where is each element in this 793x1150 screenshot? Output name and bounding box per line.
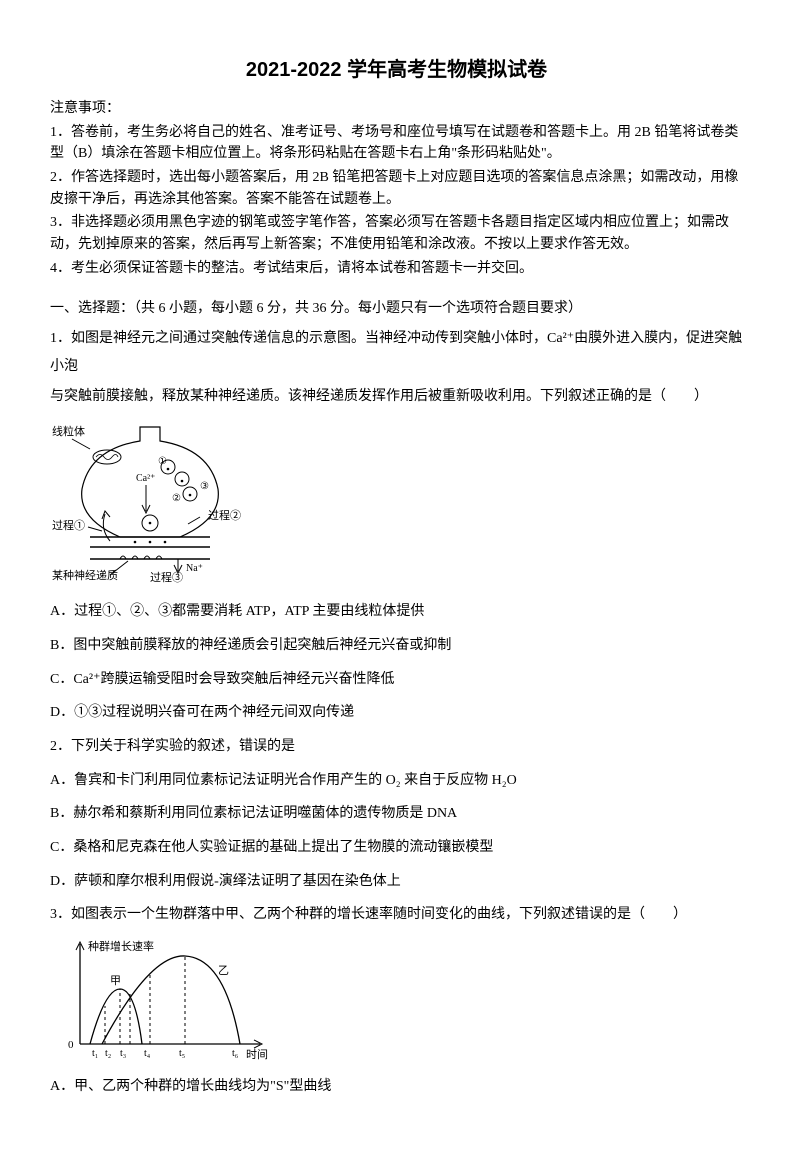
q1-opt-c: C．Ca²⁺跨膜运输受阻时会导致突触后神经元兴奋性降低 [50,669,743,691]
q2-stem: 2．下列关于科学实验的叙述，错误的是 [50,736,743,758]
q3-figure: 种群增长速率 时间 0 甲 乙 t₁ t₂ t₃ t₄ t₅ t₆ [50,934,743,1064]
fig3-yi: 乙 [218,964,229,977]
q3-stem: 3．如图表示一个生物群落中甲、乙两个种群的增长速率随时间变化的曲线，下列叙述错误… [50,904,743,926]
fig3-jia: 甲 [110,975,121,987]
notice-3: 3．非选择题必须用黑色字迹的钢笔或签字笔作答，答案必须写在答题卡各题目指定区域内… [50,212,743,255]
q1-opt-a: A．过程①、②、③都需要消耗 ATP，ATP 主要由线粒体提供 [50,601,743,623]
notice-2: 2．作答选择题时，选出每小题答案后，用 2B 铅笔把答题卡上对应题目选项的答案信… [50,167,743,210]
notice-4: 4．考生必须保证答题卡的整洁。考试结束后，请将本试卷和答题卡一并交回。 [50,258,743,280]
fig1-label-proc2: 过程② [208,509,241,522]
fig3-xlabel: 时间 [246,1048,268,1061]
fig1-circ2: ② [172,493,181,504]
q2-opt-d: D．萨顿和摩尔根利用假说-演绎法证明了基因在染色体上 [50,871,743,893]
q1-figure: 线粒体 Ca²⁺ 过程① [50,419,743,589]
fig1-circ1: ① [158,456,167,467]
fig3-ylabel: 种群增长速率 [88,939,154,953]
section-1-heading: 一、选择题：（共 6 小题，每小题 6 分，共 36 分。每小题只有一个选项符合… [50,298,743,320]
q1-stem-line2: 与突触前膜接触，释放某种神经递质。该神经递质发挥作用后被重新吸收利用。下列叙述正… [50,383,743,411]
fig3-t4: t₄ [144,1048,151,1059]
q2-opt-b: B．赫尔希和蔡斯利用同位素标记法证明噬菌体的遗传物质是 DNA [50,803,743,825]
notice-header: 注意事项： [50,98,743,120]
q2-opt-a: A．鲁宾和卡门利用同位素标记法证明光合作用产生的 O₂ 来自于反应物 H₂O [50,770,743,792]
fig3-t1: t₁ [92,1048,98,1059]
q1-opt-b: B．图中突触前膜释放的神经递质会引起突触后神经元兴奋或抑制 [50,635,743,657]
fig3-t2: t₂ [105,1048,111,1059]
fig3-t5: t₅ [179,1048,185,1059]
notice-1: 1．答卷前，考生务必将自己的姓名、准考证号、考场号和座位号填写在试题卷和答题卡上… [50,122,743,165]
fig3-t3: t₃ [120,1048,126,1059]
q3-opt-a: A．甲、乙两个种群的增长曲线均为"S"型曲线 [50,1076,743,1098]
fig3-t6: t₆ [232,1048,239,1059]
fig1-label-na: Na⁺ [186,563,203,574]
page-title: 2021-2022 学年高考生物模拟试卷 [50,55,743,86]
q1-stem-line1: 1．如图是神经元之间通过突触传递信息的示意图。当神经冲动传到突触小体时，Ca²⁺… [50,325,743,381]
fig1-label-bottom: 某种神经递质 [52,568,118,582]
fig1-label-mito: 线粒体 [52,424,85,438]
q2-opt-c: C．桑格和尼克森在他人实验证据的基础上提出了生物膜的流动镶嵌模型 [50,837,743,859]
fig1-label-proc3: 过程③ [150,571,183,584]
fig3-zero: 0 [68,1039,74,1051]
fig1-label-proc1: 过程① [52,519,85,532]
fig1-circ3: ③ [200,481,209,492]
fig1-label-ca: Ca²⁺ [136,473,155,484]
q1-opt-d: D．①③过程说明兴奋可在两个神经元间双向传递 [50,702,743,724]
